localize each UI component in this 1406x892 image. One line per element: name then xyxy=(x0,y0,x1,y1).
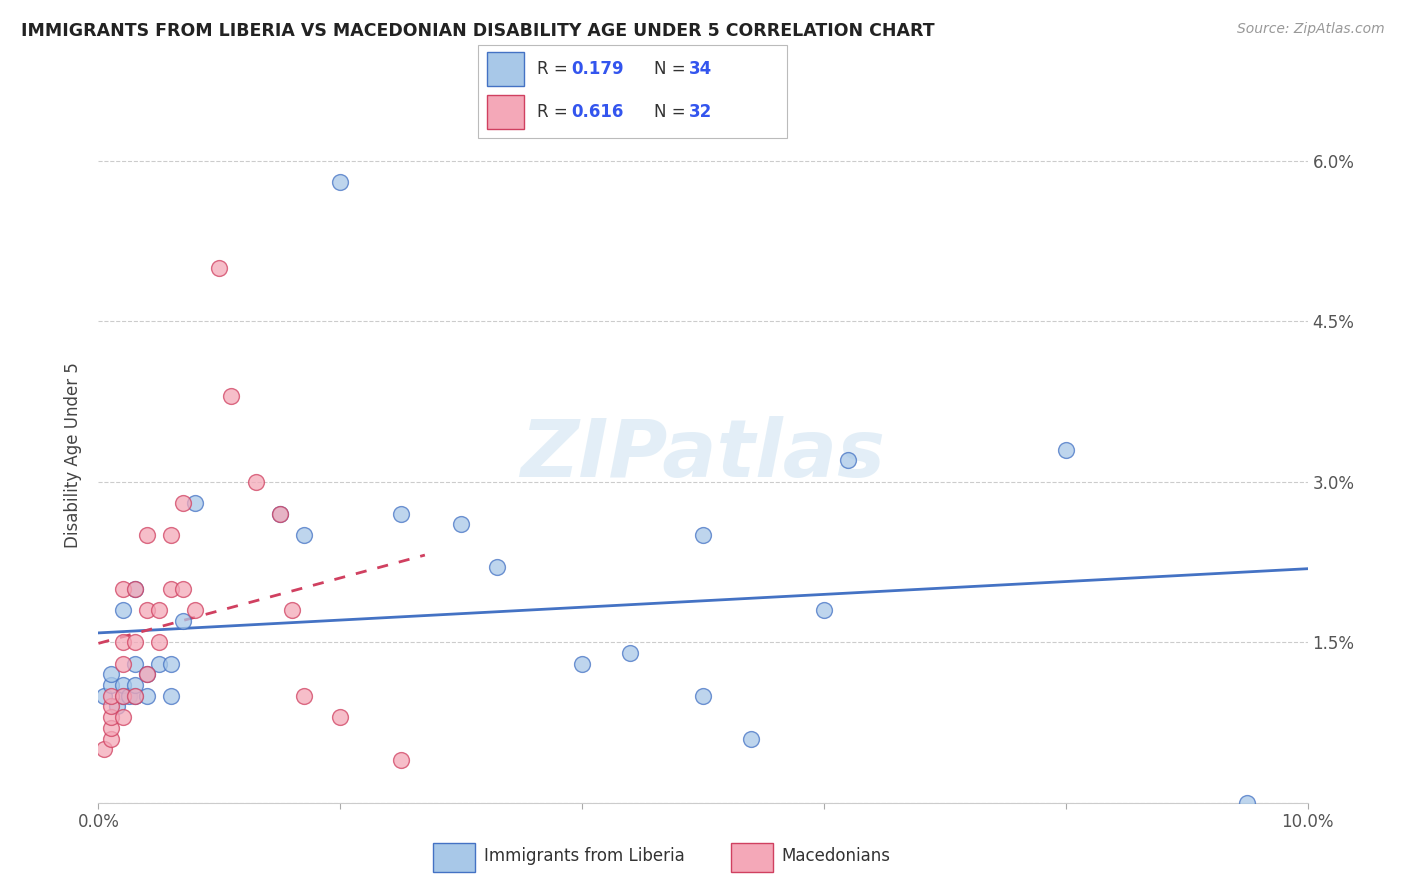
Point xyxy=(281,603,304,617)
FancyBboxPatch shape xyxy=(731,843,773,872)
Text: Source: ZipAtlas.com: Source: ZipAtlas.com xyxy=(1237,22,1385,37)
Y-axis label: Disability Age Under 5: Disability Age Under 5 xyxy=(65,362,83,548)
Point xyxy=(105,699,128,714)
Text: 34: 34 xyxy=(689,60,711,78)
Point xyxy=(111,689,134,703)
Point xyxy=(160,582,183,596)
Point xyxy=(269,507,291,521)
FancyBboxPatch shape xyxy=(433,843,475,872)
Point xyxy=(135,689,157,703)
Point xyxy=(124,678,146,692)
Point xyxy=(389,507,412,521)
Point xyxy=(172,582,194,596)
Point xyxy=(329,175,352,189)
Point xyxy=(135,667,157,681)
Point xyxy=(100,678,122,692)
Point xyxy=(100,667,122,681)
Point xyxy=(148,603,170,617)
Point xyxy=(172,614,194,628)
Point xyxy=(111,657,134,671)
Point xyxy=(93,689,115,703)
Point xyxy=(450,517,472,532)
Point xyxy=(245,475,267,489)
Point xyxy=(100,689,122,703)
Text: N =: N = xyxy=(654,60,692,78)
Point xyxy=(1236,796,1258,810)
Point xyxy=(837,453,859,467)
Text: 0.179: 0.179 xyxy=(571,60,623,78)
Point xyxy=(135,667,157,681)
Point xyxy=(111,678,134,692)
Point xyxy=(692,689,714,703)
Point xyxy=(571,657,593,671)
Point xyxy=(184,603,207,617)
Point xyxy=(124,582,146,596)
FancyBboxPatch shape xyxy=(488,95,524,129)
Text: IMMIGRANTS FROM LIBERIA VS MACEDONIAN DISABILITY AGE UNDER 5 CORRELATION CHART: IMMIGRANTS FROM LIBERIA VS MACEDONIAN DI… xyxy=(21,22,935,40)
Point xyxy=(124,689,146,703)
Point xyxy=(111,603,134,617)
Text: ZIPatlas: ZIPatlas xyxy=(520,416,886,494)
Point xyxy=(172,496,194,510)
Text: Immigrants from Liberia: Immigrants from Liberia xyxy=(484,847,685,865)
Point xyxy=(221,389,243,403)
Text: 0.616: 0.616 xyxy=(571,103,623,121)
Point xyxy=(619,646,641,660)
Point xyxy=(148,635,170,649)
Text: 32: 32 xyxy=(689,103,711,121)
Point xyxy=(111,635,134,649)
Point xyxy=(740,731,762,746)
Text: R =: R = xyxy=(537,60,572,78)
Point xyxy=(1054,442,1077,457)
Point xyxy=(269,507,291,521)
Point xyxy=(292,528,315,542)
Point xyxy=(111,582,134,596)
Point xyxy=(100,699,122,714)
Point xyxy=(100,731,122,746)
Point xyxy=(135,603,157,617)
FancyBboxPatch shape xyxy=(478,45,787,138)
Point xyxy=(111,689,134,703)
Text: Macedonians: Macedonians xyxy=(782,847,891,865)
Point xyxy=(93,742,115,756)
FancyBboxPatch shape xyxy=(488,52,524,86)
Point xyxy=(124,689,146,703)
Point xyxy=(160,657,183,671)
Point xyxy=(813,603,835,617)
Point xyxy=(292,689,315,703)
Point xyxy=(389,753,412,767)
Point xyxy=(124,635,146,649)
Point xyxy=(124,582,146,596)
Point xyxy=(208,260,231,275)
Text: R =: R = xyxy=(537,103,572,121)
Point xyxy=(111,710,134,724)
Point xyxy=(184,496,207,510)
Point xyxy=(486,560,509,574)
Point xyxy=(692,528,714,542)
Point xyxy=(118,689,141,703)
Text: N =: N = xyxy=(654,103,692,121)
Point xyxy=(124,657,146,671)
Point xyxy=(148,657,170,671)
Point xyxy=(100,721,122,735)
Point xyxy=(160,689,183,703)
Point xyxy=(100,710,122,724)
Point xyxy=(160,528,183,542)
Point xyxy=(135,528,157,542)
Point xyxy=(329,710,352,724)
